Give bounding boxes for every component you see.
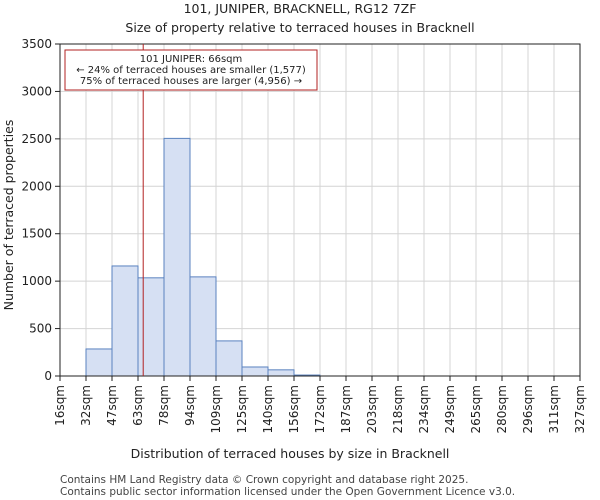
bar-47sqm [111,265,139,377]
footer-line-2: Contains public sector information licen… [60,486,515,498]
y-tick-label: 1500 [21,227,52,241]
y-tick-label: 1000 [21,274,52,288]
bar-78sqm [163,137,191,377]
x-tick-label: 187sqm [339,385,353,433]
x-tick-label: 249sqm [443,385,457,433]
annotation-box [64,49,318,91]
chart-subtitle: Size of property relative to terraced ho… [125,20,474,35]
x-tick-label: 63sqm [131,385,145,426]
y-tick-label: 2500 [21,132,52,146]
x-tick-label: 140sqm [261,385,275,433]
bar-109sqm [215,340,243,377]
x-tick-label: 280sqm [495,385,509,433]
x-tick-label: 327sqm [573,385,587,433]
x-tick-label: 203sqm [365,385,379,433]
x-tick-label: 172sqm [313,385,327,433]
bars [85,137,321,377]
marker-annotation: 101 JUNIPER: 66sqm ← 24% of terraced hou… [64,49,318,91]
y-axis-label: Number of terraced properties [1,120,16,311]
x-tick-label: 78sqm [157,385,171,426]
x-tick-label: 16sqm [53,385,67,426]
annotation-line-3: 75% of terraced houses are larger (4,956… [80,76,302,87]
annotation-line-1: 101 JUNIPER: 66sqm [140,54,243,65]
footer-line-1: Contains HM Land Registry data © Crown c… [60,474,468,486]
x-axis-label: Distribution of terraced houses by size … [131,446,450,461]
x-tick-label: 32sqm [79,385,93,426]
x-tick-label: 156sqm [287,385,301,433]
x-tick-label: 218sqm [391,385,405,433]
bar-94sqm [189,276,217,377]
chart-title: 101, JUNIPER, BRACKNELL, RG12 7ZF [184,1,417,16]
x-tick-label: 234sqm [417,385,431,433]
x-tick-label: 47sqm [105,385,119,426]
y-tick-label: 2000 [21,179,52,193]
bar-140sqm [267,369,295,377]
x-tick-label: 94sqm [183,385,197,426]
annotation-line-2: ← 24% of terraced houses are smaller (1,… [76,65,306,76]
x-tick-label: 265sqm [469,385,483,433]
bar-125sqm [241,366,269,377]
x-tick-label: 109sqm [209,385,223,433]
y-tick-label: 0 [44,369,52,383]
x-tick-label: 296sqm [521,385,535,433]
y-tick-label: 500 [29,322,52,336]
bar-32sqm [85,348,113,377]
x-tick-label: 311sqm [547,385,561,433]
y-axis-ticks: 0 500 1000 1500 2000 2500 3000 3500 [21,37,60,383]
x-axis-ticks: 16sqm 32sqm 47sqm 63sqm 78sqm 94sqm 109sqm 125s… [53,376,587,433]
x-tick-label: 125sqm [235,385,249,433]
y-tick-label: 3000 [21,84,52,98]
y-tick-label: 3500 [21,37,52,51]
bar-63sqm [137,277,165,377]
